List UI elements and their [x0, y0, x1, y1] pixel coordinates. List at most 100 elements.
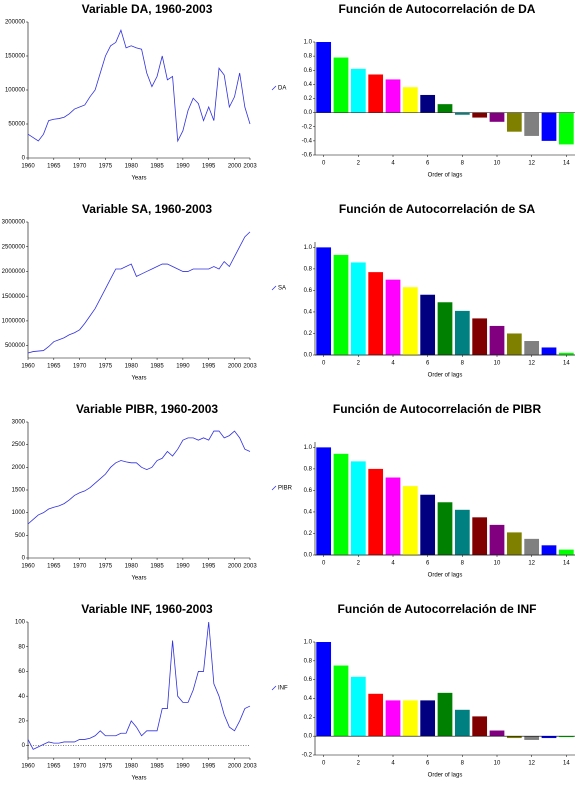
bar [420, 94, 436, 113]
x-tick-label: 2 [357, 561, 361, 567]
x-tick-label: 1975 [99, 764, 113, 770]
x-tick-label: 1980 [125, 764, 139, 770]
bar [489, 524, 505, 555]
y-tick-label: 0.6 [304, 288, 313, 294]
x-tick-label: 1980 [125, 364, 139, 370]
y-tick-label: 2500 [12, 442, 26, 448]
x-tick-label: 2 [357, 361, 361, 367]
y-tick-label: 80 [18, 644, 25, 650]
x-tick-label: 0 [322, 561, 326, 567]
x-axis-label: Years [131, 176, 146, 182]
y-tick-label: 0.0 [304, 353, 313, 359]
x-tick-label: 1985 [150, 764, 164, 770]
bar [524, 538, 540, 555]
x-axis-label: Years [131, 776, 146, 782]
x-axis-label: Years [131, 576, 146, 582]
x-tick-label: 14 [563, 561, 570, 567]
x-tick-label: 1995 [202, 564, 216, 570]
bar [558, 112, 574, 145]
bar [385, 279, 401, 355]
bar [506, 333, 522, 355]
x-tick-label: 1965 [47, 564, 61, 570]
bar [472, 112, 488, 118]
x-tick-label: 10 [494, 161, 501, 167]
y-tick-label: 0.2 [304, 531, 313, 537]
x-tick-label: 12 [528, 361, 535, 367]
bar [489, 112, 505, 122]
chart-title: Función de Autocorrelación de PIBR [333, 402, 542, 416]
y-tick-label: 100 [15, 620, 26, 626]
bar [472, 318, 488, 355]
legend-label: INF [278, 686, 288, 692]
bar [420, 700, 436, 737]
x-tick-label: 1990 [176, 364, 190, 370]
y-tick-label: 0.6 [304, 677, 313, 683]
bar [368, 693, 384, 737]
y-tick-label: 1.0 [304, 445, 313, 451]
x-tick-label: 1975 [99, 164, 113, 170]
x-tick-label: 2 [357, 761, 361, 767]
y-tick-label: 0 [22, 156, 26, 162]
x-tick-label: 1985 [150, 564, 164, 570]
x-axis-label: Order of lags [428, 173, 463, 179]
data-line [27, 231, 251, 354]
x-tick-label: 8 [461, 761, 465, 767]
bar [454, 310, 470, 355]
bar [316, 247, 332, 355]
x-axis-label: Order of lags [428, 373, 463, 379]
bar [437, 502, 453, 555]
x-tick-label: 10 [494, 361, 501, 367]
y-tick-label: 1000000 [2, 318, 26, 324]
bar [402, 700, 418, 737]
y-tick-label: 50000 [8, 122, 25, 128]
bar [333, 57, 349, 113]
bar [420, 294, 436, 355]
x-tick-label: 1960 [21, 164, 35, 170]
x-tick-label: 1965 [47, 164, 61, 170]
legend-symbol [271, 85, 277, 91]
data-line [27, 28, 251, 143]
y-tick-label: 0.2 [304, 715, 313, 721]
x-tick-label: 4 [391, 761, 395, 767]
bar [368, 74, 384, 113]
bar [368, 272, 384, 355]
x-tick-label: 1960 [21, 764, 35, 770]
bar [350, 262, 366, 355]
x-tick-label: 1995 [202, 764, 216, 770]
chart-title: Función de Autocorrelación de INF [338, 602, 537, 616]
bar [333, 254, 349, 355]
chart-title: Función de Autocorrelación de SA [339, 202, 536, 216]
x-tick-label: 1975 [99, 364, 113, 370]
bar [558, 736, 574, 738]
y-tick-label: 1500 [12, 488, 26, 494]
y-tick-label: 0.2 [304, 96, 313, 102]
chart-title: Función de Autocorrelación de DA [339, 2, 536, 16]
bar [541, 545, 557, 555]
legend-symbol [271, 285, 277, 291]
chart-title: Variable SA, 1960-2003 [82, 202, 212, 216]
x-tick-label: 1960 [21, 564, 35, 570]
bar [524, 341, 540, 355]
y-tick-label: 2000000 [2, 269, 26, 275]
y-tick-label: 500 [15, 533, 26, 539]
x-tick-label: 10 [494, 761, 501, 767]
y-tick-label: 0.4 [304, 510, 313, 516]
bar [316, 447, 332, 555]
bar [524, 736, 540, 740]
y-tick-label: 40 [18, 694, 25, 700]
y-tick-label: -0.2 [302, 124, 313, 130]
y-tick-label: 3000000 [2, 220, 26, 226]
y-tick-label: 0 [22, 743, 26, 749]
x-tick-label: 12 [528, 161, 535, 167]
x-tick-label: 1965 [47, 764, 61, 770]
bar [316, 642, 332, 737]
bar [489, 325, 505, 355]
bar [472, 517, 488, 555]
x-tick-label: 2000 [228, 164, 242, 170]
bar [524, 112, 540, 136]
legend-label: PIBR [278, 486, 293, 492]
x-tick-label: 2003 [243, 364, 257, 370]
bar [333, 665, 349, 737]
x-tick-label: 2000 [228, 764, 242, 770]
data-line [27, 621, 251, 750]
